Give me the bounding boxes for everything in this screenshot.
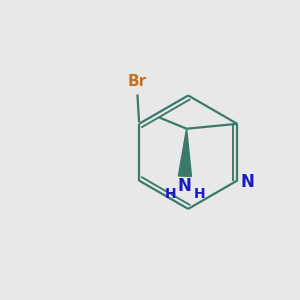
Text: H: H <box>164 187 176 201</box>
Polygon shape <box>178 129 191 176</box>
Text: N: N <box>178 177 192 195</box>
Text: N: N <box>240 173 254 191</box>
Text: Br: Br <box>128 74 147 89</box>
Text: H: H <box>194 187 206 201</box>
